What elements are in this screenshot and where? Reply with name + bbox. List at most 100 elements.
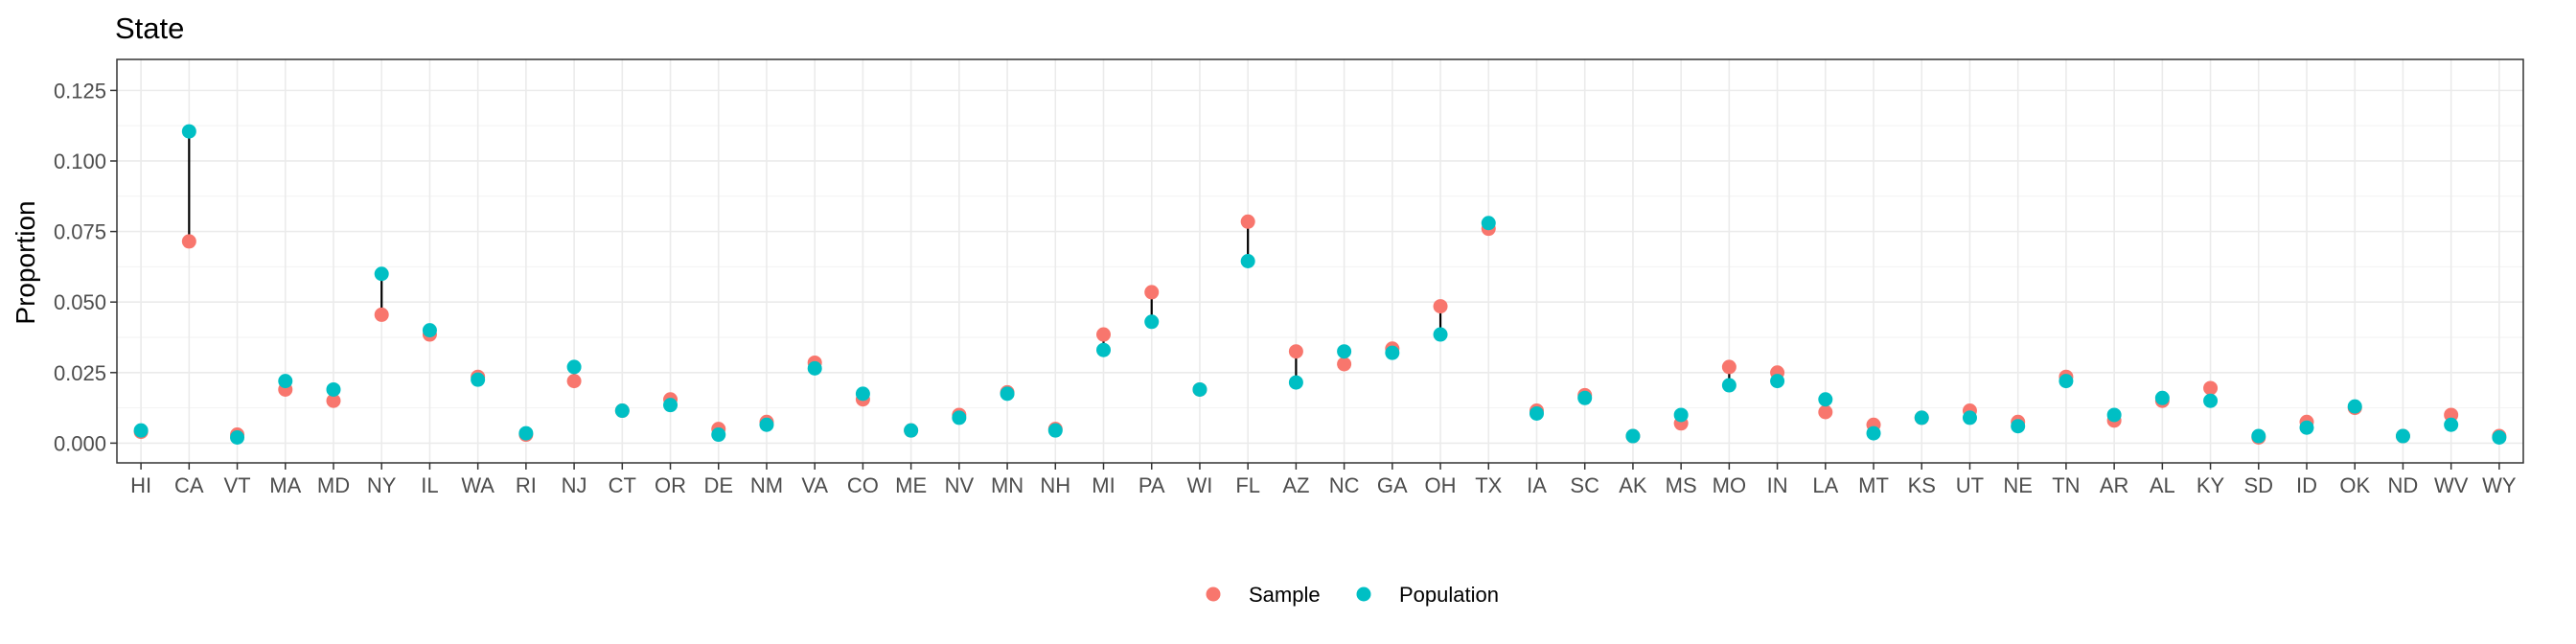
population-point bbox=[1192, 381, 1208, 397]
population-point bbox=[133, 423, 149, 438]
x-tick-label: OH bbox=[1425, 473, 1457, 497]
sample-point bbox=[1240, 214, 1255, 229]
population-point bbox=[2058, 374, 2074, 389]
population-point bbox=[2492, 430, 2507, 446]
population-point bbox=[807, 360, 822, 376]
x-tick-label: AR bbox=[2100, 473, 2129, 497]
legend-label-population: Population bbox=[1399, 583, 1499, 607]
population-point bbox=[1240, 254, 1255, 268]
population-point bbox=[952, 410, 967, 426]
x-tick-label: WV bbox=[2434, 473, 2469, 497]
x-tick-label: IA bbox=[1527, 473, 1547, 497]
sample-point bbox=[1288, 344, 1303, 359]
x-tick-label: KS bbox=[1908, 473, 1936, 497]
population-point bbox=[663, 398, 678, 413]
x-tick-label: AZ bbox=[1282, 473, 1309, 497]
x-tick-label: NY bbox=[367, 473, 397, 497]
population-point bbox=[1625, 428, 1641, 444]
population-point bbox=[326, 381, 341, 397]
x-tick-label: CT bbox=[609, 473, 636, 497]
x-tick-label: NH bbox=[1040, 473, 1070, 497]
x-tick-label: MA bbox=[269, 473, 301, 497]
population-point bbox=[2347, 399, 2362, 414]
x-tick-label: TX bbox=[1475, 473, 1502, 497]
x-tick-label: VT bbox=[223, 473, 250, 497]
sample-point bbox=[2203, 380, 2219, 396]
population-point bbox=[422, 323, 437, 338]
y-tick-label: 0.125 bbox=[54, 79, 106, 103]
x-tick-label: CO bbox=[847, 473, 879, 497]
x-tick-label: RI bbox=[516, 473, 537, 497]
x-tick-label: KY bbox=[2196, 473, 2225, 497]
data-points bbox=[133, 124, 2507, 446]
population-point bbox=[2203, 393, 2219, 408]
population-point bbox=[1144, 314, 1160, 330]
population-point bbox=[1000, 386, 1015, 402]
population-point bbox=[1337, 344, 1352, 359]
population-point bbox=[711, 427, 726, 443]
x-tick-label: ME bbox=[895, 473, 927, 497]
x-tick-label: SC bbox=[1570, 473, 1599, 497]
x-tick-label: VA bbox=[801, 473, 828, 497]
population-point bbox=[1962, 410, 1977, 426]
y-tick-label: 0.075 bbox=[54, 220, 106, 244]
x-tick-label: MD bbox=[317, 473, 350, 497]
population-point bbox=[2154, 390, 2170, 405]
sample-point bbox=[1433, 299, 1448, 314]
population-point bbox=[2299, 420, 2314, 435]
sample-point bbox=[1721, 359, 1736, 375]
population-point bbox=[2106, 407, 2122, 423]
population-point bbox=[1866, 426, 1881, 441]
population-point bbox=[1770, 374, 1785, 389]
sample-point bbox=[2444, 407, 2459, 423]
x-tick-label: OR bbox=[655, 473, 686, 497]
population-point bbox=[1818, 392, 1833, 407]
y-tick-label: 0.100 bbox=[54, 150, 106, 173]
y-axis: 0.000 0.025 0.050 0.075 0.100 0.125 bbox=[54, 79, 117, 455]
y-tick-label: 0.050 bbox=[54, 290, 106, 314]
population-point bbox=[1385, 345, 1400, 360]
x-tick-label: OK bbox=[2339, 473, 2370, 497]
x-tick-label: MS bbox=[1666, 473, 1697, 497]
population-point bbox=[614, 403, 630, 419]
x-tick-label: NV bbox=[945, 473, 975, 497]
population-point bbox=[1529, 405, 1544, 421]
sample-point bbox=[566, 374, 582, 389]
population-point bbox=[1577, 390, 1593, 405]
population-point bbox=[855, 386, 870, 402]
x-tick-label: GA bbox=[1377, 473, 1408, 497]
x-axis: HI CA VT MA MD NY IL WA RI NJ CT OR DE NM VA CO ME NV MN NH… bbox=[130, 463, 2517, 497]
x-tick-label: LA bbox=[1812, 473, 1838, 497]
x-tick-label: ND bbox=[2388, 473, 2419, 497]
population-point bbox=[1481, 216, 1496, 231]
population-point bbox=[1673, 407, 1689, 423]
legend: Sample Population bbox=[1206, 583, 1499, 607]
y-tick-label: 0.000 bbox=[54, 431, 106, 455]
x-tick-label: PA bbox=[1138, 473, 1165, 497]
population-point bbox=[904, 423, 919, 438]
x-tick-label: IL bbox=[421, 473, 438, 497]
population-point bbox=[230, 430, 245, 446]
x-tick-label: TN bbox=[2052, 473, 2080, 497]
population-point bbox=[2251, 428, 2266, 444]
sample-point bbox=[181, 234, 196, 249]
x-tick-label: DE bbox=[703, 473, 733, 497]
sample-point bbox=[374, 307, 389, 322]
population-point bbox=[374, 266, 389, 282]
population-point bbox=[1047, 423, 1063, 438]
y-tick-label: 0.025 bbox=[54, 361, 106, 385]
sample-point bbox=[1144, 285, 1160, 300]
legend-key-population bbox=[1356, 586, 1371, 602]
x-tick-label: WY bbox=[2482, 473, 2517, 497]
x-tick-label: MO bbox=[1713, 473, 1746, 497]
sample-point bbox=[1818, 404, 1833, 420]
population-point bbox=[1433, 327, 1448, 342]
y-axis-label: Proportion bbox=[11, 200, 40, 324]
chart-title: State bbox=[115, 12, 184, 45]
x-tick-label: NJ bbox=[562, 473, 587, 497]
population-point bbox=[278, 374, 293, 389]
legend-label-sample: Sample bbox=[1249, 583, 1321, 607]
legend-key-sample bbox=[1206, 586, 1221, 602]
x-tick-label: AK bbox=[1619, 473, 1647, 497]
population-point bbox=[518, 426, 534, 441]
